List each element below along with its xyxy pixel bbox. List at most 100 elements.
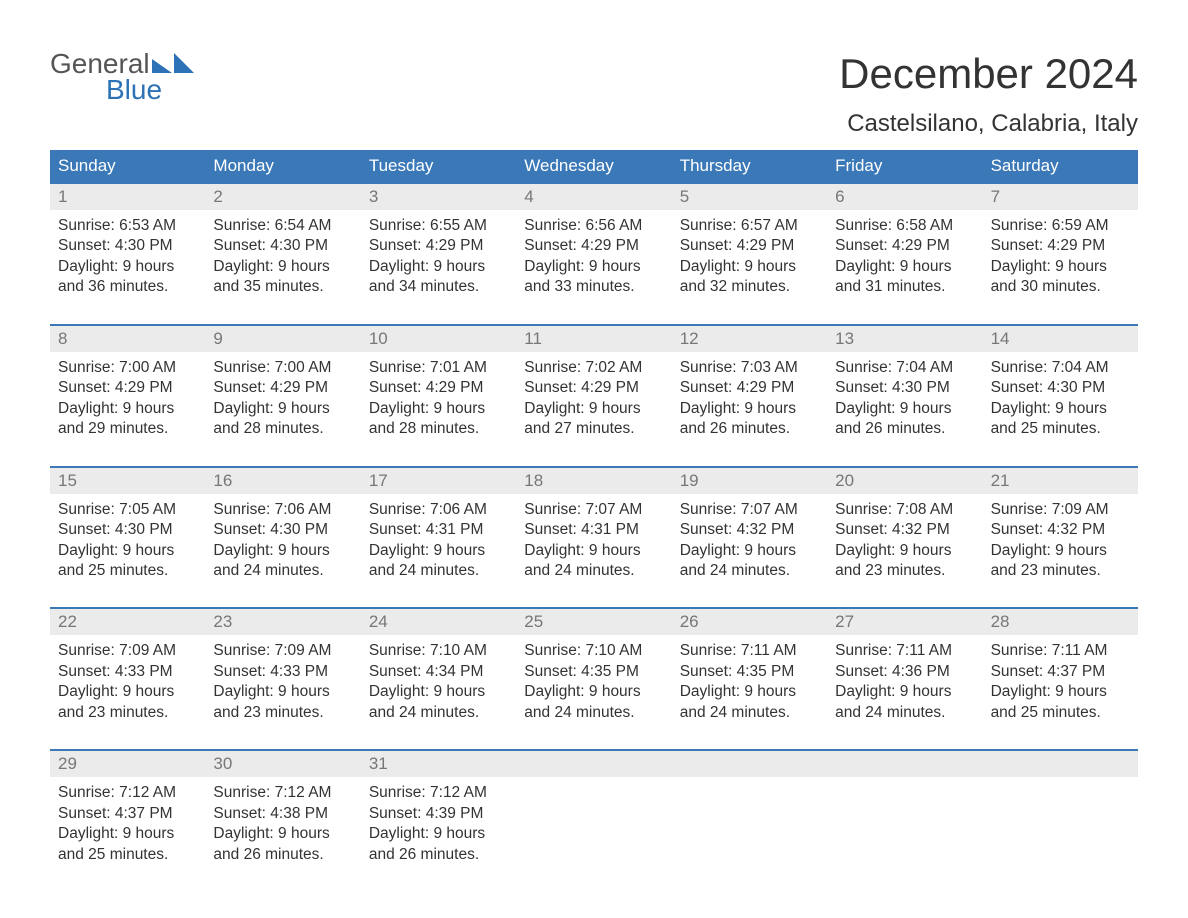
- week-row: 15161718192021Sunrise: 7:05 AMSunset: 4:…: [50, 466, 1138, 590]
- day-sunrise: Sunrise: 7:03 AM: [680, 358, 819, 378]
- day-d2: and 25 minutes.: [58, 845, 197, 865]
- day-cell: Sunrise: 6:55 AMSunset: 4:29 PMDaylight:…: [361, 210, 516, 306]
- day-sunset: Sunset: 4:39 PM: [369, 804, 508, 824]
- day-d1: Daylight: 9 hours: [58, 257, 197, 277]
- day-d1: Daylight: 9 hours: [835, 682, 974, 702]
- day-d2: and 26 minutes.: [680, 419, 819, 439]
- weekday-cell: Tuesday: [361, 150, 516, 182]
- weekday-cell: Thursday: [672, 150, 827, 182]
- day-sunset: Sunset: 4:29 PM: [991, 236, 1130, 256]
- day-sunrise: Sunrise: 7:09 AM: [991, 500, 1130, 520]
- day-number: [516, 751, 671, 777]
- day-d1: Daylight: 9 hours: [991, 399, 1130, 419]
- day-cell: Sunrise: 6:57 AMSunset: 4:29 PMDaylight:…: [672, 210, 827, 306]
- day-number: 6: [827, 184, 982, 210]
- weeks-container: 1234567Sunrise: 6:53 AMSunset: 4:30 PMDa…: [50, 182, 1138, 873]
- day-sunset: Sunset: 4:29 PM: [835, 236, 974, 256]
- month-title: December 2024: [839, 50, 1138, 98]
- day-d2: and 23 minutes.: [991, 561, 1130, 581]
- day-number: 11: [516, 326, 671, 352]
- day-sunrise: Sunrise: 7:10 AM: [369, 641, 508, 661]
- day-sunrise: Sunrise: 7:07 AM: [524, 500, 663, 520]
- day-d1: Daylight: 9 hours: [524, 682, 663, 702]
- day-sunset: Sunset: 4:37 PM: [58, 804, 197, 824]
- day-data-row: Sunrise: 7:00 AMSunset: 4:29 PMDaylight:…: [50, 352, 1138, 448]
- day-sunset: Sunset: 4:29 PM: [680, 236, 819, 256]
- day-cell: Sunrise: 7:07 AMSunset: 4:32 PMDaylight:…: [672, 494, 827, 590]
- day-sunrise: Sunrise: 6:59 AM: [991, 216, 1130, 236]
- day-sunrise: Sunrise: 7:06 AM: [213, 500, 352, 520]
- day-cell: Sunrise: 7:01 AMSunset: 4:29 PMDaylight:…: [361, 352, 516, 448]
- day-sunset: Sunset: 4:33 PM: [58, 662, 197, 682]
- day-sunrise: Sunrise: 7:09 AM: [213, 641, 352, 661]
- day-sunset: Sunset: 4:29 PM: [524, 378, 663, 398]
- day-cell: Sunrise: 7:06 AMSunset: 4:30 PMDaylight:…: [205, 494, 360, 590]
- day-d2: and 29 minutes.: [58, 419, 197, 439]
- day-number-row: 891011121314: [50, 326, 1138, 352]
- day-sunrise: Sunrise: 6:58 AM: [835, 216, 974, 236]
- day-number: 13: [827, 326, 982, 352]
- day-d2: and 23 minutes.: [835, 561, 974, 581]
- day-number: 29: [50, 751, 205, 777]
- day-number: 12: [672, 326, 827, 352]
- day-number: 27: [827, 609, 982, 635]
- day-number: 28: [983, 609, 1138, 635]
- day-sunrise: Sunrise: 7:09 AM: [58, 641, 197, 661]
- day-cell: [672, 777, 827, 873]
- day-number: 26: [672, 609, 827, 635]
- day-d1: Daylight: 9 hours: [680, 257, 819, 277]
- week-row: 22232425262728Sunrise: 7:09 AMSunset: 4:…: [50, 607, 1138, 731]
- day-cell: Sunrise: 7:08 AMSunset: 4:32 PMDaylight:…: [827, 494, 982, 590]
- day-cell: Sunrise: 6:58 AMSunset: 4:29 PMDaylight:…: [827, 210, 982, 306]
- day-number: 19: [672, 468, 827, 494]
- day-d2: and 24 minutes.: [524, 561, 663, 581]
- day-sunset: Sunset: 4:30 PM: [213, 520, 352, 540]
- day-sunrise: Sunrise: 7:11 AM: [680, 641, 819, 661]
- day-sunrise: Sunrise: 6:56 AM: [524, 216, 663, 236]
- day-d1: Daylight: 9 hours: [213, 257, 352, 277]
- day-data-row: Sunrise: 7:05 AMSunset: 4:30 PMDaylight:…: [50, 494, 1138, 590]
- day-cell: Sunrise: 7:09 AMSunset: 4:32 PMDaylight:…: [983, 494, 1138, 590]
- day-number: 25: [516, 609, 671, 635]
- day-sunrise: Sunrise: 7:08 AM: [835, 500, 974, 520]
- day-sunrise: Sunrise: 6:57 AM: [680, 216, 819, 236]
- day-number: 23: [205, 609, 360, 635]
- day-d2: and 25 minutes.: [991, 703, 1130, 723]
- day-cell: Sunrise: 7:04 AMSunset: 4:30 PMDaylight:…: [827, 352, 982, 448]
- day-d2: and 24 minutes.: [835, 703, 974, 723]
- header: General Blue December 2024 Castelsilano,…: [50, 50, 1138, 138]
- day-number: 30: [205, 751, 360, 777]
- day-number-row: 1234567: [50, 184, 1138, 210]
- day-sunset: Sunset: 4:32 PM: [835, 520, 974, 540]
- day-sunrise: Sunrise: 6:55 AM: [369, 216, 508, 236]
- day-number: 17: [361, 468, 516, 494]
- day-d2: and 33 minutes.: [524, 277, 663, 297]
- day-sunset: Sunset: 4:29 PM: [213, 378, 352, 398]
- day-number: 20: [827, 468, 982, 494]
- logo: General Blue: [50, 50, 194, 104]
- day-cell: [827, 777, 982, 873]
- day-sunrise: Sunrise: 7:12 AM: [369, 783, 508, 803]
- day-cell: Sunrise: 6:56 AMSunset: 4:29 PMDaylight:…: [516, 210, 671, 306]
- day-d2: and 24 minutes.: [213, 561, 352, 581]
- day-sunrise: Sunrise: 7:02 AM: [524, 358, 663, 378]
- day-d2: and 27 minutes.: [524, 419, 663, 439]
- day-d1: Daylight: 9 hours: [213, 541, 352, 561]
- day-number: 4: [516, 184, 671, 210]
- day-d1: Daylight: 9 hours: [58, 399, 197, 419]
- day-number: [827, 751, 982, 777]
- day-sunset: Sunset: 4:36 PM: [835, 662, 974, 682]
- day-sunset: Sunset: 4:31 PM: [524, 520, 663, 540]
- day-d1: Daylight: 9 hours: [524, 399, 663, 419]
- day-d2: and 24 minutes.: [524, 703, 663, 723]
- day-d2: and 24 minutes.: [680, 703, 819, 723]
- day-d1: Daylight: 9 hours: [524, 541, 663, 561]
- day-d2: and 34 minutes.: [369, 277, 508, 297]
- day-sunset: Sunset: 4:32 PM: [680, 520, 819, 540]
- day-cell: Sunrise: 7:07 AMSunset: 4:31 PMDaylight:…: [516, 494, 671, 590]
- day-cell: Sunrise: 7:00 AMSunset: 4:29 PMDaylight:…: [50, 352, 205, 448]
- day-cell: Sunrise: 7:11 AMSunset: 4:37 PMDaylight:…: [983, 635, 1138, 731]
- day-number: 14: [983, 326, 1138, 352]
- day-number: 9: [205, 326, 360, 352]
- day-number: 22: [50, 609, 205, 635]
